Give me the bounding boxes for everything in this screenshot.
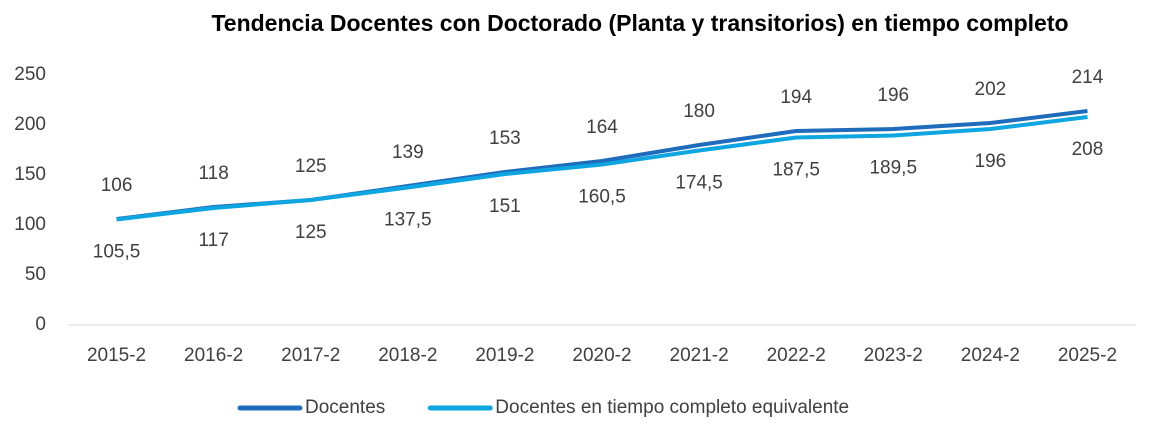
y-tick-label: 50 xyxy=(25,264,46,285)
y-tick-label: 150 xyxy=(14,164,46,185)
y-tick-label: 250 xyxy=(14,64,46,85)
data-label: 151 xyxy=(489,196,521,217)
y-tick-label: 200 xyxy=(14,114,46,135)
x-tick-label: 2016-2 xyxy=(184,345,243,366)
data-label: 125 xyxy=(295,156,327,177)
x-tick-label: 2017-2 xyxy=(281,345,340,366)
data-label: 164 xyxy=(586,117,618,138)
data-label: 214 xyxy=(1072,67,1104,88)
x-tick-label: 2025-2 xyxy=(1058,345,1117,366)
data-label: 196 xyxy=(877,85,909,106)
data-label: 160,5 xyxy=(578,187,626,208)
x-tick-label: 2024-2 xyxy=(961,345,1020,366)
data-label: 187,5 xyxy=(772,160,820,181)
data-label: 125 xyxy=(295,222,327,243)
data-label: 194 xyxy=(780,87,812,108)
x-tick-label: 2023-2 xyxy=(864,345,923,366)
data-label: 196 xyxy=(975,151,1007,172)
x-tick-label: 2018-2 xyxy=(378,345,437,366)
data-label: 118 xyxy=(198,163,228,184)
x-tick-label: 2019-2 xyxy=(475,345,534,366)
data-label: 105,5 xyxy=(93,242,141,263)
data-label: 106 xyxy=(101,175,133,196)
legend-label: Docentes xyxy=(305,397,385,418)
series-line xyxy=(116,115,1088,222)
legend-label: Docentes en tiempo completo equivalente xyxy=(495,397,849,418)
data-label: 139 xyxy=(392,142,424,163)
data-label: 180 xyxy=(683,101,715,122)
y-tick-label: 100 xyxy=(14,214,46,235)
data-label: 117 xyxy=(198,230,228,251)
data-label: 189,5 xyxy=(869,158,917,179)
data-label: 137,5 xyxy=(384,210,432,231)
x-tick-label: 2021-2 xyxy=(670,345,729,366)
data-label: 202 xyxy=(975,79,1007,100)
x-tick-label: 2022-2 xyxy=(767,345,826,366)
x-tick-label: 2020-2 xyxy=(572,345,631,366)
data-label: 208 xyxy=(1072,139,1104,160)
x-tick-label: 2015-2 xyxy=(87,345,146,366)
data-label: 174,5 xyxy=(675,173,723,194)
y-tick-label: 0 xyxy=(35,314,46,335)
data-label: 153 xyxy=(489,128,521,149)
chart-title: Tendencia Docentes con Doctorado (Planta… xyxy=(211,10,1068,36)
